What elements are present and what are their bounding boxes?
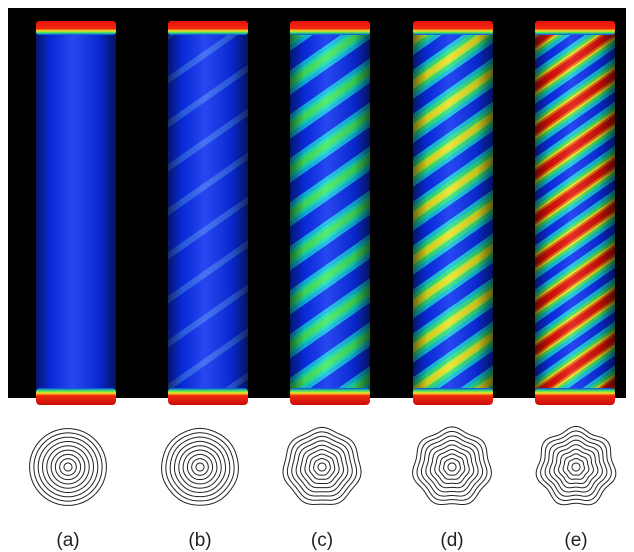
- cap-top: [413, 21, 493, 35]
- ring: [174, 441, 225, 492]
- ring: [64, 463, 72, 471]
- ring: [318, 463, 326, 471]
- figure: (a) (b) (c) (d) (e): [0, 0, 634, 552]
- ring: [572, 463, 580, 471]
- cap-bottom: [36, 388, 116, 405]
- ring: [554, 445, 598, 488]
- panel-label: (b): [188, 530, 211, 551]
- ring: [55, 454, 80, 479]
- ring: [444, 458, 461, 475]
- cap-top: [168, 21, 248, 35]
- ring: [43, 442, 94, 493]
- ring: [314, 459, 331, 476]
- ring: [166, 433, 234, 501]
- ring: [287, 432, 356, 500]
- cylinder-shade: [168, 28, 248, 394]
- cap-top: [535, 21, 615, 35]
- cap-bottom: [290, 388, 370, 405]
- ring: [47, 446, 89, 488]
- cylinder-shade: [290, 28, 370, 394]
- ring: [417, 431, 487, 500]
- cylinder-shade: [413, 28, 493, 394]
- ring: [162, 428, 239, 505]
- panel-label: (e): [564, 530, 587, 551]
- ring: [34, 433, 102, 501]
- cap-bottom: [168, 388, 248, 405]
- ring: [568, 458, 585, 475]
- cap-bottom: [535, 388, 615, 405]
- ring: [296, 441, 348, 492]
- ring: [448, 463, 456, 471]
- labels: (a) (b) (c) (d) (e): [56, 530, 587, 551]
- ring: [183, 450, 217, 484]
- ring: [426, 440, 478, 491]
- ring: [30, 429, 107, 506]
- cross-sections: [30, 426, 616, 505]
- cap-top: [36, 21, 116, 35]
- ring: [60, 459, 77, 476]
- cylinder-shade: [535, 28, 615, 394]
- ring: [413, 427, 492, 505]
- ring: [283, 427, 361, 504]
- panel-label: (d): [440, 530, 463, 551]
- cylinder-shade: [36, 28, 116, 394]
- ring: [51, 450, 85, 484]
- cap-bottom: [413, 388, 493, 405]
- ring: [301, 445, 344, 487]
- ring: [536, 426, 616, 504]
- ring: [192, 459, 209, 476]
- cap-top: [290, 21, 370, 35]
- ring: [196, 463, 204, 471]
- ring: [179, 446, 221, 488]
- panel-label: (a): [56, 530, 79, 551]
- ring: [305, 450, 339, 484]
- ring: [550, 440, 603, 492]
- ring: [430, 445, 473, 488]
- panel-label: (c): [311, 530, 333, 551]
